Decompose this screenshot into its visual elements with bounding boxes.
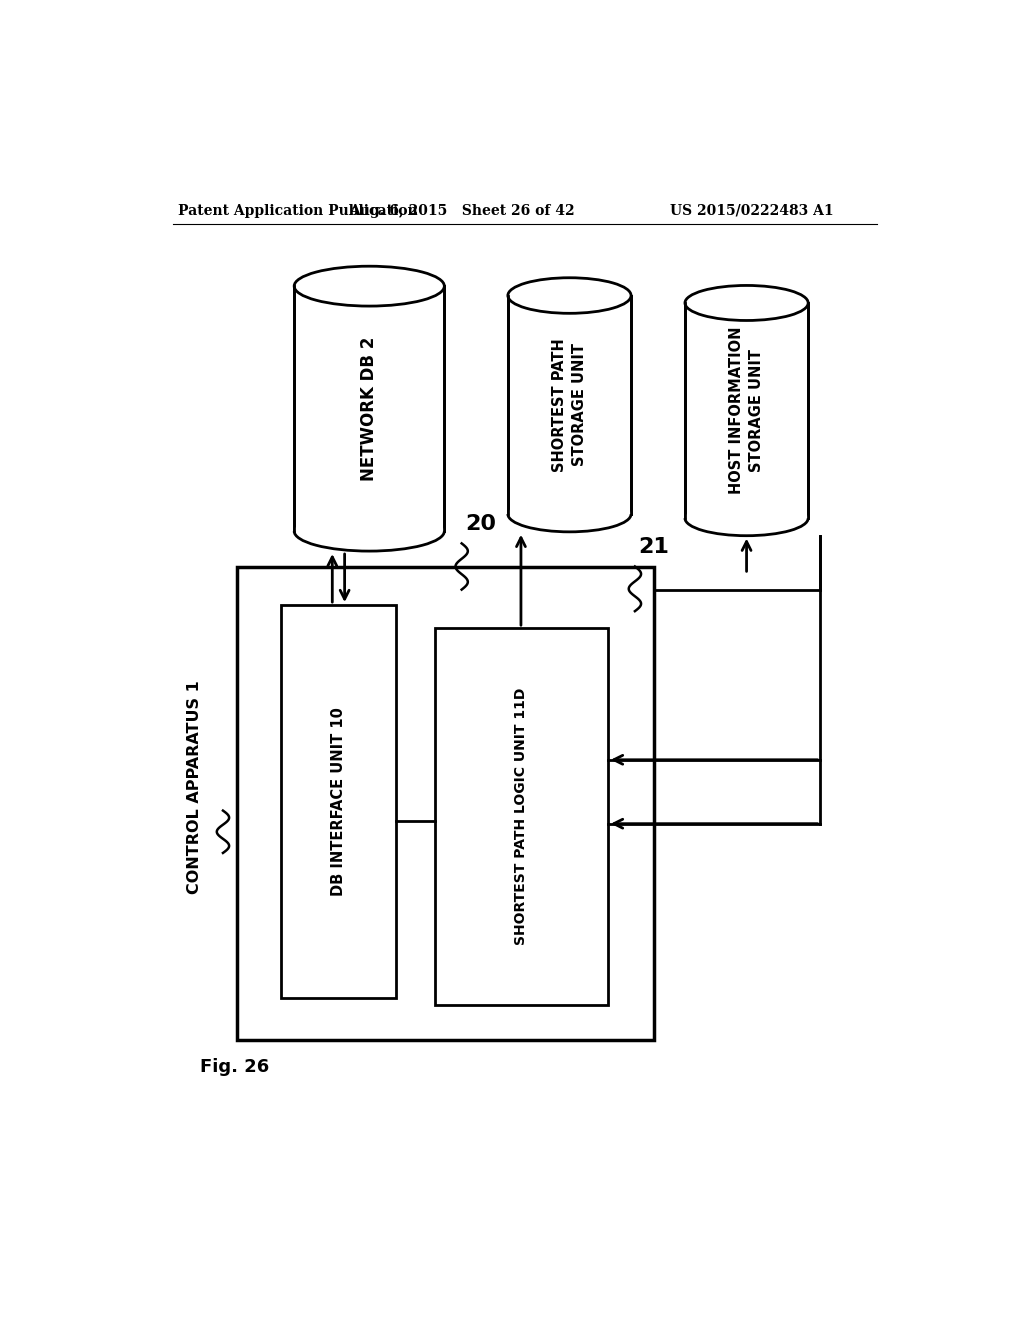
Text: Patent Application Publication: Patent Application Publication xyxy=(178,203,418,218)
Bar xyxy=(237,566,654,1040)
Ellipse shape xyxy=(508,496,631,532)
Bar xyxy=(294,286,444,531)
Text: NETWORK DB 2: NETWORK DB 2 xyxy=(360,337,378,480)
Text: DB INTERFACE UNIT 10: DB INTERFACE UNIT 10 xyxy=(331,708,346,896)
Text: 20: 20 xyxy=(466,515,497,535)
Text: HOST INFORMATION
STORAGE UNIT: HOST INFORMATION STORAGE UNIT xyxy=(729,326,764,494)
Bar xyxy=(435,628,608,1006)
Ellipse shape xyxy=(294,267,444,306)
Ellipse shape xyxy=(294,511,444,552)
Bar xyxy=(685,304,808,519)
Text: Fig. 26: Fig. 26 xyxy=(200,1059,269,1076)
Bar xyxy=(508,296,631,513)
Text: Aug. 6, 2015   Sheet 26 of 42: Aug. 6, 2015 Sheet 26 of 42 xyxy=(349,203,574,218)
Ellipse shape xyxy=(685,285,808,321)
Text: SHORTEST PATH LOGIC UNIT 11D: SHORTEST PATH LOGIC UNIT 11D xyxy=(514,688,528,945)
Ellipse shape xyxy=(685,500,808,536)
Text: US 2015/0222483 A1: US 2015/0222483 A1 xyxy=(670,203,834,218)
Text: CONTROL APPARATUS 1: CONTROL APPARATUS 1 xyxy=(187,681,202,895)
Ellipse shape xyxy=(508,277,631,313)
Text: 21: 21 xyxy=(639,537,670,557)
Text: SHORTEST PATH
STORAGE UNIT: SHORTEST PATH STORAGE UNIT xyxy=(552,338,587,471)
Bar xyxy=(281,605,396,998)
